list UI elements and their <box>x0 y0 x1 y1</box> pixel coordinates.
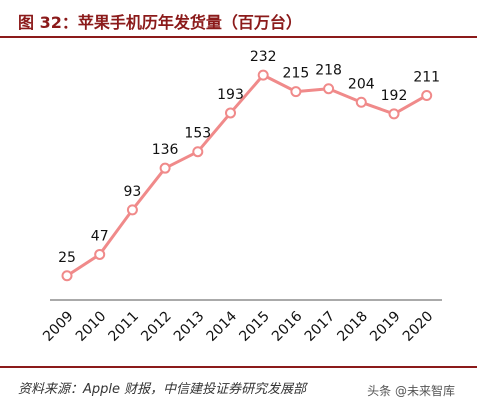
data-label: 211 <box>413 69 440 85</box>
chart-title: 图 32：苹果手机历年发货量（百万台） <box>18 13 302 32</box>
x-tick-label: 2014 <box>204 308 241 345</box>
source-note: 资料来源：Apple 财报，中信建投证券研究发展部 <box>18 382 307 397</box>
x-tick-label: 2010 <box>73 308 110 345</box>
data-label: 193 <box>217 87 244 103</box>
line-chart: 2520094720109320111362012153201319320142… <box>40 49 442 345</box>
x-tick-label: 2019 <box>367 308 404 345</box>
data-point <box>225 107 236 119</box>
x-tick-label: 2011 <box>106 308 143 345</box>
data-label: 215 <box>283 66 310 82</box>
data-point <box>126 204 138 216</box>
bottom-rule <box>0 366 477 368</box>
data-point <box>61 270 73 282</box>
x-tick-label: 2016 <box>269 308 306 345</box>
data-point <box>192 146 204 158</box>
x-tick-label: 2013 <box>171 308 208 345</box>
data-point <box>257 69 269 81</box>
x-tick-label: 2012 <box>138 308 175 345</box>
data-point <box>388 108 400 120</box>
x-tick-label: 2018 <box>334 308 371 345</box>
data-label: 93 <box>123 184 141 200</box>
data-label: 136 <box>152 142 179 158</box>
data-point <box>323 83 335 95</box>
x-tick-label: 2009 <box>40 308 77 345</box>
title-bar: 图 32：苹果手机历年发货量（百万台） <box>0 0 477 38</box>
data-label: 192 <box>381 88 408 104</box>
data-label: 218 <box>315 63 342 79</box>
x-tick-label: 2015 <box>236 308 273 345</box>
data-point <box>159 162 171 174</box>
data-point <box>421 89 433 101</box>
data-label: 153 <box>184 126 211 142</box>
data-point <box>355 96 367 108</box>
x-tick-label: 2020 <box>400 308 437 345</box>
watermark: 头条 @未来智库 <box>367 384 455 398</box>
data-label: 232 <box>250 49 277 65</box>
data-point <box>290 86 302 98</box>
series-line <box>66 73 428 278</box>
data-label: 204 <box>348 76 375 92</box>
data-label: 25 <box>58 250 76 266</box>
data-label: 47 <box>91 228 109 244</box>
x-tick-label: 2017 <box>302 308 339 345</box>
data-point <box>94 248 106 260</box>
